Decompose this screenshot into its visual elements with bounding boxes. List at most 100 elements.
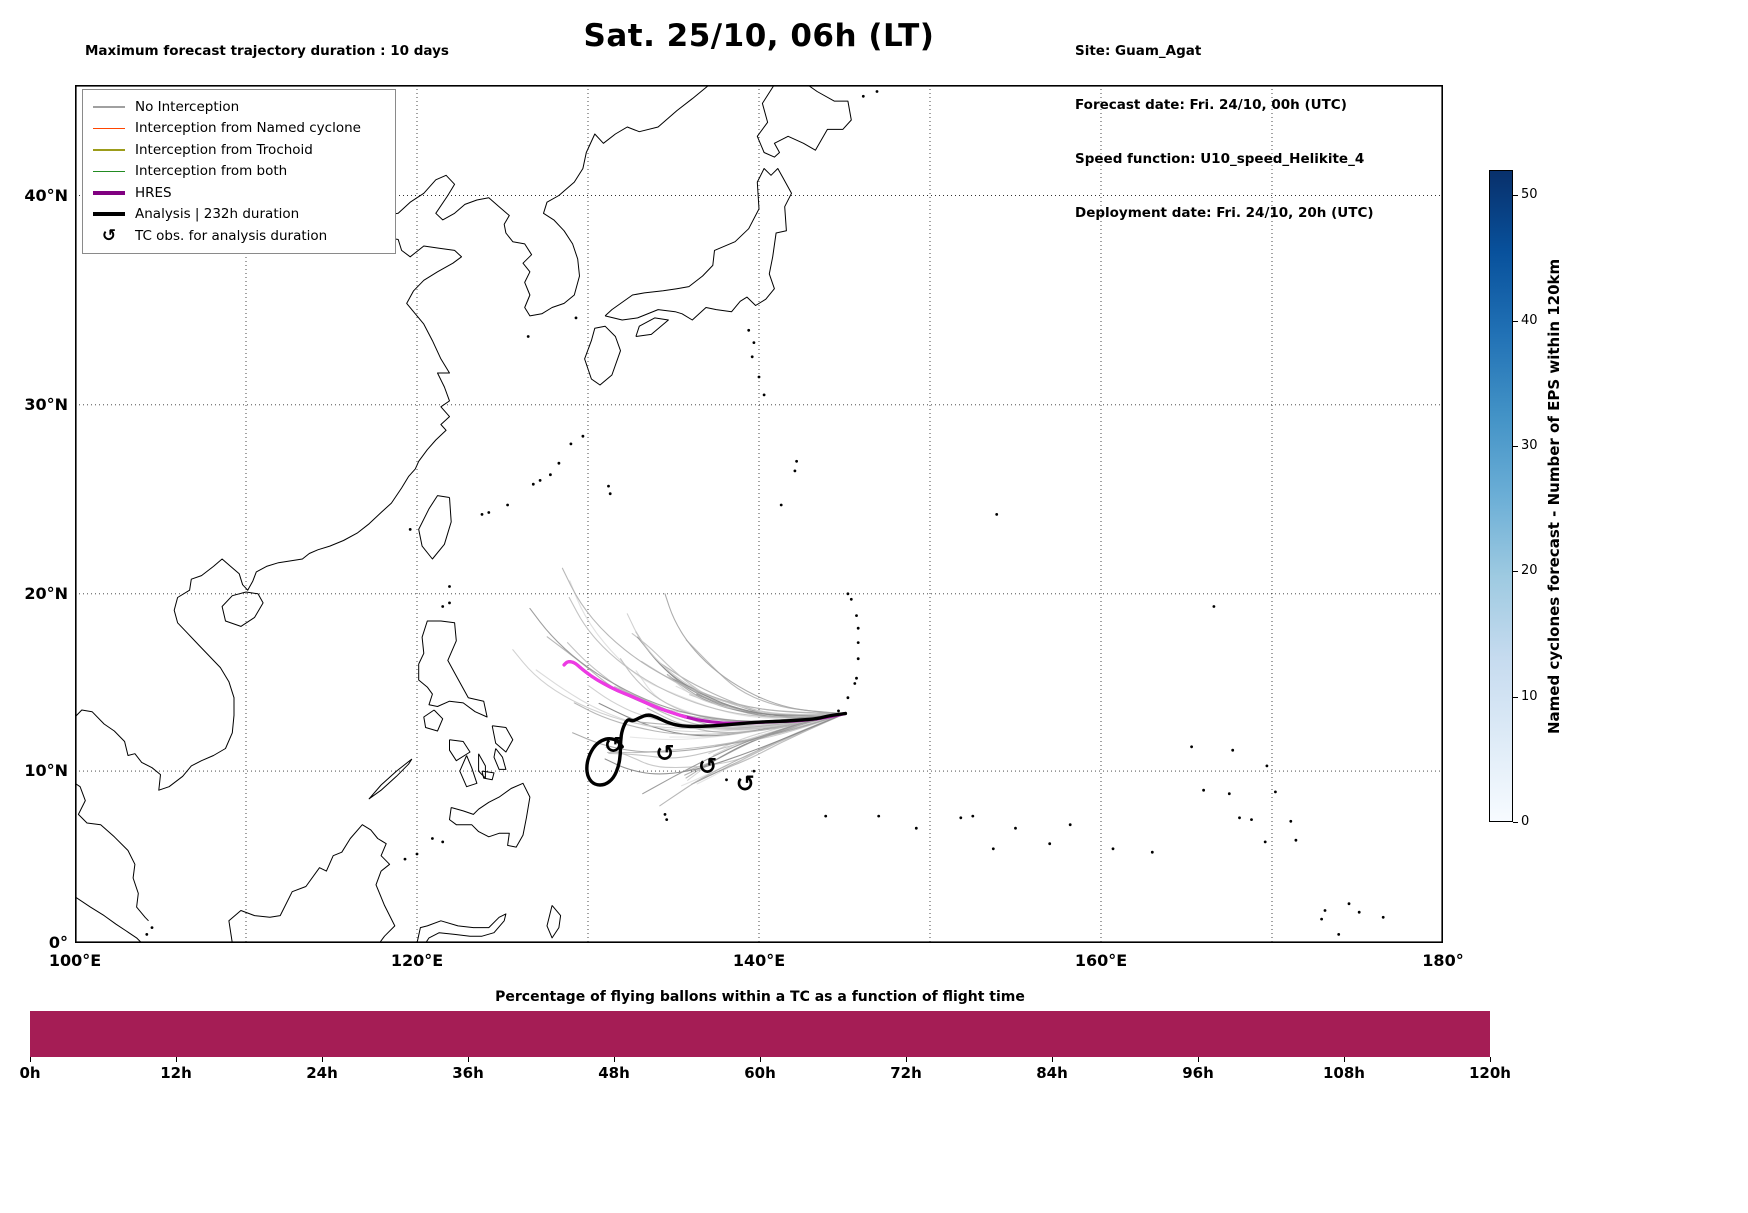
bar-axis-tick — [176, 1057, 177, 1062]
ensemble-track — [572, 712, 846, 753]
legend-label: TC obs. for analysis duration — [135, 227, 328, 244]
island-dot — [441, 605, 445, 608]
ensemble-track — [546, 636, 846, 722]
ensemble-trajectories — [512, 567, 846, 807]
island-dot — [1014, 826, 1017, 830]
map-border — [75, 85, 1443, 943]
island-dot — [837, 709, 840, 713]
island-dot — [1323, 909, 1327, 912]
tc-obs-icon: ↺ — [698, 754, 717, 780]
island-dot — [856, 626, 860, 630]
island-dot — [995, 513, 999, 516]
island-dot — [752, 341, 756, 344]
bar-axis-tick — [1052, 1057, 1053, 1062]
island-dot — [750, 355, 754, 359]
island-dot — [608, 492, 612, 496]
coastline-luzon — [418, 620, 488, 718]
island-dot — [145, 933, 149, 936]
bar-fill — [30, 1011, 1490, 1057]
site-text: Site: Guam_Agat — [1075, 43, 1202, 59]
legend-item-named-cyclone: Interception from Named cyclone — [93, 118, 385, 140]
bar-axis-tick-label: 12h — [160, 1064, 192, 1082]
island-dot — [526, 335, 530, 338]
island-dot — [914, 826, 918, 830]
legend-item-trochoid: Interception from Trochoid — [93, 139, 385, 161]
island-dot — [1347, 902, 1351, 906]
island-dot — [1190, 745, 1193, 749]
tc-obs-icon: ↺ — [604, 733, 623, 759]
coastline-hainan — [221, 591, 264, 627]
coastline-honshu — [604, 168, 792, 321]
island-dot — [856, 641, 860, 644]
bar-axis-tick-label: 120h — [1469, 1064, 1511, 1082]
bar-axis-tick — [614, 1057, 615, 1062]
coastline-panay — [449, 739, 471, 762]
ensemble-track — [642, 712, 846, 795]
island-dot — [877, 814, 881, 818]
x-tick-label: 180° — [1422, 951, 1464, 970]
x-tick-label: 100°E — [48, 951, 102, 970]
island-dot — [408, 528, 412, 531]
x-tick-label: 140°E — [732, 951, 786, 970]
ensemble-track — [566, 642, 846, 730]
bar-axis-tick-label: 84h — [1036, 1064, 1068, 1082]
island-dot — [1337, 933, 1341, 936]
bar-axis-tick-label: 0h — [19, 1064, 41, 1082]
map-title: Sat. 25/10, 06h (LT) — [583, 18, 935, 54]
legend-label: Interception from both — [135, 163, 288, 180]
island-dot — [1263, 840, 1267, 844]
island-dot — [959, 816, 963, 820]
legend-line-gray — [93, 106, 125, 108]
island-dot — [795, 459, 798, 463]
colorbar-tick — [1513, 445, 1518, 447]
island-dot — [557, 461, 561, 465]
legend-label: Analysis | 232h duration — [135, 206, 300, 223]
colorbar-tick — [1513, 571, 1518, 573]
coastline-leyte — [493, 748, 507, 770]
ensemble-track — [635, 631, 846, 717]
legend-line-purple — [93, 190, 125, 195]
bar-axis-tick-label: 36h — [452, 1064, 484, 1082]
legend-item-hres: HRES — [93, 182, 385, 204]
x-tick-label: 120°E — [390, 951, 444, 970]
max-duration-text: Maximum forecast trajectory duration : 1… — [85, 43, 449, 59]
colorbar-tick — [1513, 320, 1518, 322]
bar-axis-tick — [322, 1057, 323, 1062]
colorbar-tick-label: 30 — [1521, 437, 1538, 453]
island-dot — [574, 316, 578, 320]
bar-chart-title: Percentage of flying ballons within a TC… — [495, 989, 1025, 1005]
island-dot — [448, 585, 451, 588]
island-dot — [855, 614, 858, 617]
island-dot — [1289, 819, 1293, 823]
legend-line-green — [93, 170, 125, 172]
colorbar-tick-label: 50 — [1521, 187, 1538, 203]
colorbar-tick-label: 10 — [1521, 688, 1538, 704]
y-tick-label: 0° — [48, 933, 68, 952]
coastline-borneo — [228, 824, 396, 943]
coastline-sumatra — [75, 896, 143, 943]
colorbar — [1489, 170, 1513, 822]
ensemble-track — [573, 702, 846, 736]
bar-axis-tick — [906, 1057, 907, 1062]
island-dot — [846, 592, 850, 596]
bar-axis-tick — [1490, 1057, 1491, 1062]
coastline-negros — [459, 755, 478, 788]
island-dot — [855, 676, 858, 680]
bar-axis-tick-label: 108h — [1323, 1064, 1365, 1082]
island-dot — [747, 328, 751, 332]
bar-axis-tick-label: 72h — [890, 1064, 922, 1082]
legend-item-analysis: Analysis | 232h duration — [93, 204, 385, 226]
island-dot — [762, 393, 766, 397]
island-dot — [971, 814, 975, 818]
ensemble-track — [568, 596, 846, 718]
bar-chart-plot — [30, 1011, 1490, 1057]
forecast-date-text: Forecast date: Fri. 24/10, 00h (UTC) — [1075, 97, 1347, 113]
island-dot — [150, 926, 154, 929]
coastline-asia-mainland — [75, 85, 710, 791]
island-dot — [607, 484, 610, 488]
island-dot — [487, 511, 491, 514]
legend-label: Interception from Named cyclone — [135, 120, 361, 137]
island-dot — [549, 473, 552, 477]
ensemble-track — [664, 593, 846, 715]
